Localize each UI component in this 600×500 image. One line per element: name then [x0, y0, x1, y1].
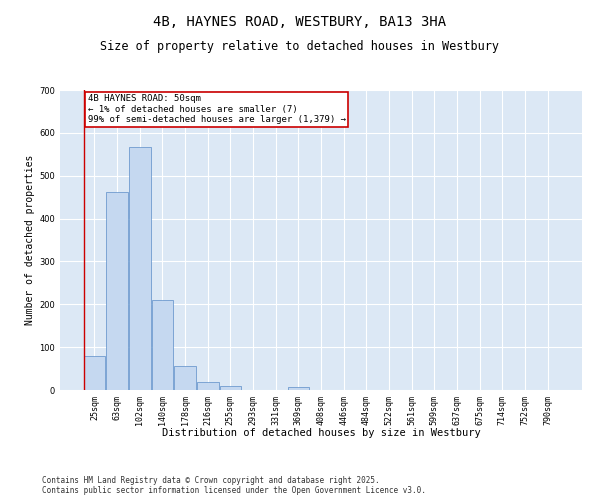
Text: 4B HAYNES ROAD: 50sqm
← 1% of detached houses are smaller (7)
99% of semi-detach: 4B HAYNES ROAD: 50sqm ← 1% of detached h… — [88, 94, 346, 124]
Bar — [152, 300, 173, 390]
Bar — [84, 356, 105, 390]
Bar — [129, 146, 151, 390]
Text: 4B, HAYNES ROAD, WESTBURY, BA13 3HA: 4B, HAYNES ROAD, WESTBURY, BA13 3HA — [154, 15, 446, 29]
Bar — [287, 386, 309, 390]
Text: Size of property relative to detached houses in Westbury: Size of property relative to detached ho… — [101, 40, 499, 53]
Text: Contains HM Land Registry data © Crown copyright and database right 2025.
Contai: Contains HM Land Registry data © Crown c… — [42, 476, 426, 495]
Bar — [106, 192, 128, 390]
Bar — [197, 382, 218, 390]
Y-axis label: Number of detached properties: Number of detached properties — [25, 155, 35, 325]
X-axis label: Distribution of detached houses by size in Westbury: Distribution of detached houses by size … — [161, 428, 481, 438]
Bar — [220, 386, 241, 390]
Bar — [175, 366, 196, 390]
